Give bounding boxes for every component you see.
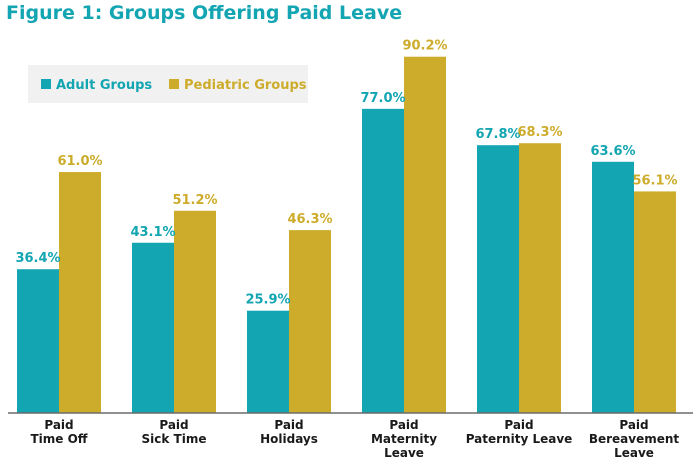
- value-label-adult-5: 63.6%: [590, 144, 635, 159]
- category-label-4: Paid Paternity Leave: [466, 418, 573, 446]
- category-label-1: Paid Sick Time: [142, 418, 207, 446]
- bar-adult-0: [17, 269, 59, 413]
- bars-group: [17, 56, 676, 414]
- bar-pediatric-0: [59, 172, 101, 413]
- bar-adult-4: [477, 145, 519, 413]
- value-label-pediatric-2: 46.3%: [287, 212, 332, 227]
- category-label-2: Paid Holidays: [260, 418, 318, 446]
- legend-label-pediatric: Pediatric Groups: [184, 78, 307, 93]
- value-labels-group: 36.4% 61.0% 43.1% 51.2% 25.9% 46.3% 77.0% 90.2%…: [15, 39, 677, 308]
- value-label-adult-0: 36.4%: [15, 251, 60, 266]
- value-label-pediatric-5: 56.1%: [632, 173, 677, 188]
- category-label-0: Paid Time Off: [30, 418, 87, 446]
- legend: Adult Groups Pediatric Groups: [28, 65, 308, 103]
- category-labels-group: Paid Time Off Paid Sick Time Paid Holidays Pai…: [30, 418, 679, 460]
- bar-adult-5: [592, 161, 634, 413]
- category-label-5: Paid Bereavement Leave: [589, 418, 680, 460]
- value-label-pediatric-3: 90.2%: [402, 39, 447, 54]
- legend-swatch-adult: [41, 79, 51, 89]
- value-label-adult-1: 43.1%: [130, 225, 175, 240]
- value-label-pediatric-1: 51.2%: [172, 193, 217, 208]
- value-label-adult-2: 25.9%: [245, 293, 290, 308]
- bar-pediatric-5: [634, 191, 676, 413]
- legend-label-adult: Adult Groups: [56, 78, 152, 93]
- legend-swatch-pediatric: [169, 79, 179, 89]
- bar-adult-3: [362, 108, 404, 413]
- value-label-adult-3: 77.0%: [360, 91, 405, 106]
- category-label-3: Paid Maternity Leave: [371, 418, 437, 460]
- value-label-pediatric-4: 68.3%: [517, 125, 562, 140]
- bar-pediatric-3: [404, 56, 446, 414]
- bar-adult-2: [247, 310, 289, 413]
- bar-pediatric-1: [174, 210, 216, 413]
- value-label-adult-4: 67.8%: [475, 127, 520, 142]
- bar-pediatric-2: [289, 230, 331, 413]
- bar-adult-1: [132, 242, 174, 413]
- legend-background: [28, 65, 308, 103]
- chart-title: Figure 1: Groups Offering Paid Leave: [6, 2, 403, 24]
- bar-pediatric-4: [519, 143, 561, 413]
- value-label-pediatric-0: 61.0%: [57, 154, 102, 169]
